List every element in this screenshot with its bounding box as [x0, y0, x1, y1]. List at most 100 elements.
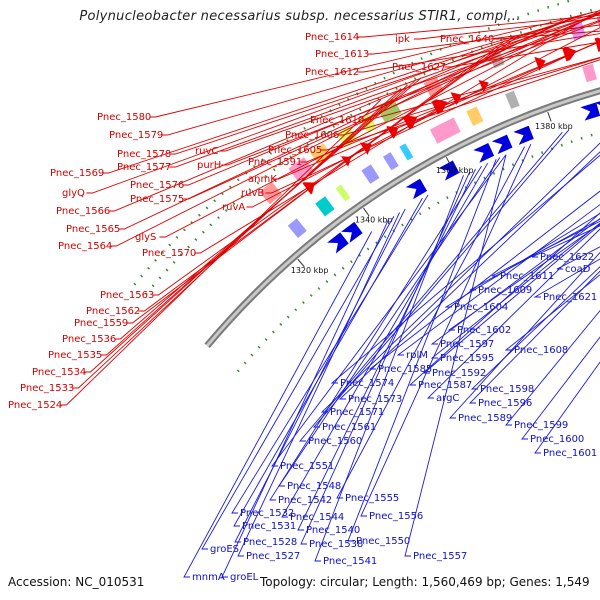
gene-label-outer: Pnec_1640 [440, 34, 494, 45]
gene-block [335, 184, 351, 202]
accession-label: Accession: NC_010531 [8, 575, 145, 589]
gene-label-inner: groEL [230, 572, 259, 583]
leader-line-blue [448, 251, 600, 419]
gene-block [315, 196, 335, 217]
gene-block [337, 126, 358, 148]
tick-label: 1380 kbp [535, 122, 573, 131]
gene-label-inner: Pnec_1600 [530, 434, 584, 445]
gene-label-inner: Pnec_1587 [418, 380, 472, 391]
gene-block [382, 152, 399, 171]
genome-axis [206, 89, 600, 347]
gene-label-inner: Pnec_1601 [543, 448, 597, 459]
leader-line-blue [201, 216, 395, 550]
gene-label-inner: Pnec_1573 [348, 394, 402, 405]
leader-line-blue [521, 336, 600, 440]
gene-label-inner: Pnec_1608 [514, 345, 568, 356]
gene-label-outer: Pnec_1606 [285, 130, 339, 141]
leader-line-blue [269, 165, 482, 501]
gene-label-inner: Pnec_1598 [480, 384, 534, 395]
leader-line-red [337, 57, 600, 136]
gene-label-outer: Pnec_1565 [66, 224, 120, 235]
gene-label-inner: Pnec_1557 [413, 551, 467, 562]
gene-label-outer: Pnec_1576 [130, 180, 184, 191]
gene-label-outer: Pnec_1533 [20, 383, 74, 394]
tick-mark [297, 258, 305, 268]
gene-label-outer: Pnec_1614 [305, 32, 359, 43]
gene-label-inner: Pnec_1551 [280, 461, 334, 472]
leader-line-blue [396, 204, 600, 356]
leader-line-blue [237, 212, 400, 557]
gene-block [443, 117, 461, 137]
leader-line-blue [347, 159, 497, 542]
leader-line-red [367, 24, 600, 55]
gene-label-inner: argC [436, 393, 459, 404]
gene-label-outer: Pnec_1536 [62, 334, 116, 345]
reverse-gene-arrow [327, 232, 349, 254]
gene-label-outer: Pnec_1563 [100, 290, 154, 301]
leader-line-blue [447, 223, 600, 331]
gene-block [505, 90, 520, 109]
leader-line-blue [221, 219, 389, 578]
leader-line-blue [330, 154, 600, 384]
gene-label-inner: groES [210, 544, 239, 555]
gene-label-inner: Pnec_1544 [290, 512, 344, 523]
leader-line-blue [430, 217, 600, 345]
leader-line-blue [404, 154, 507, 557]
gene-label-outer: Pnec_1575 [130, 194, 184, 205]
gene-label-outer: Pnec_1569 [50, 168, 104, 179]
gene-label-outer: glyS [135, 232, 156, 243]
leader-line-blue [368, 190, 600, 370]
leader-line-red [138, 37, 513, 312]
forward-gene-arrow [431, 99, 448, 115]
gene-label-outer: Pnec_1564 [58, 241, 112, 252]
leader-line-red [149, 10, 600, 118]
gene-block [287, 218, 307, 238]
leader-line-blue [533, 258, 600, 298]
gene-block [596, 16, 600, 30]
gene-label-outer: Pnec_1580 [97, 112, 151, 123]
tick-label: 1340 kbp [355, 216, 393, 225]
gene-label-outer: Pnec_1577 [117, 162, 171, 173]
gene-label-inner: Pnec_1542 [278, 495, 332, 506]
leader-line-red [444, 41, 600, 68]
gene-label-outer: Pnec_1612 [305, 67, 359, 78]
leader-line-blue [281, 162, 489, 518]
gene-label-inner: Pnec_1528 [243, 537, 297, 548]
leader-line-blue [300, 171, 470, 545]
leader-line-red [159, 11, 600, 238]
gene-label-outer: Pnec_1535 [48, 350, 102, 361]
gene-label-inner: Pnec_1560 [308, 436, 362, 447]
gene-label-outer: Pnec_1579 [109, 130, 163, 141]
leader-line-blue [299, 131, 563, 442]
leader-line-blue [556, 246, 600, 270]
gene-label-outer: glyQ [62, 188, 85, 199]
reverse-gene-arrow [580, 102, 600, 121]
leader-line-blue [534, 361, 600, 454]
reverse-gene-arrow [491, 134, 513, 155]
leader-line-red [357, 14, 600, 38]
leader-line-blue [504, 274, 600, 351]
leader-line-blue [491, 220, 600, 277]
gene-label-outer: Pnec_1524 [8, 400, 62, 411]
gene-label-inner: Pnec_1589 [458, 413, 512, 424]
gene-label-outer: purH [197, 160, 221, 171]
leader-line-blue [505, 309, 600, 426]
gene-label-inner: Pnec_1622 [540, 252, 594, 263]
gene-label-inner: Pnec_1531 [242, 521, 296, 532]
gene-label-inner: Pnec_1556 [369, 511, 423, 522]
gene-label-inner: Pnec_1621 [543, 292, 597, 303]
leader-line-blue [313, 129, 570, 428]
gene-label-inner: Pnec_1592 [432, 368, 486, 379]
gene-block [429, 122, 452, 144]
leader-line-red [126, 39, 506, 324]
leader-line-red [320, 59, 600, 151]
gene-label-inner: Pnec_1540 [306, 525, 360, 536]
tick-label: 1360 kbp [436, 166, 474, 175]
reverse-gene-arrow [513, 125, 534, 145]
leader-line-blue [360, 144, 532, 517]
leader-line-red [84, 84, 409, 373]
gene-label-inner: Pnec_1602 [457, 325, 511, 336]
leader-line-blue [233, 198, 423, 527]
gene-label-outer: anmK [248, 174, 277, 185]
